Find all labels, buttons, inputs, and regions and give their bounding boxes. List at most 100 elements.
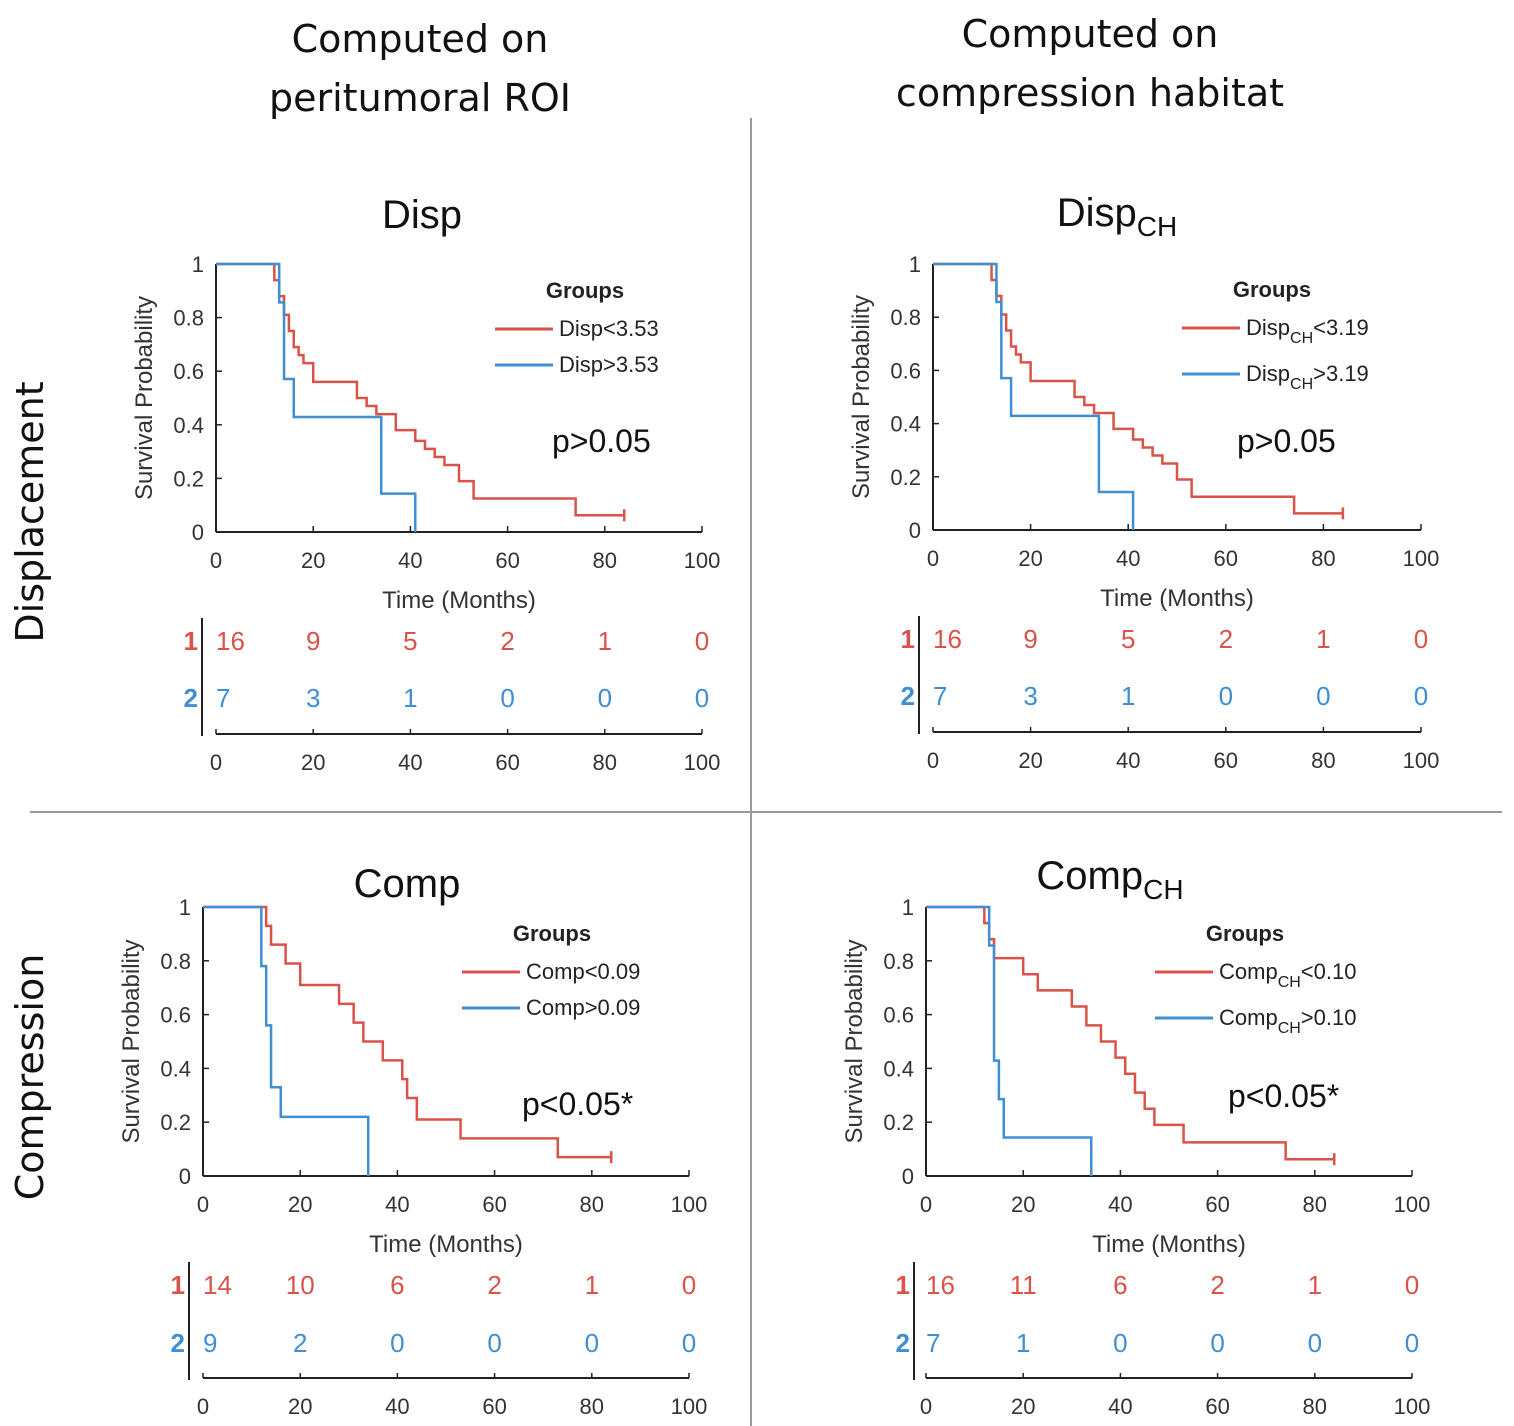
x-tick-label: 80	[1311, 546, 1335, 571]
x-axis-label: Time (Months)	[382, 587, 536, 614]
risk-count: 7	[216, 683, 230, 713]
risk-count: 1	[1016, 1328, 1030, 1358]
legend-label-subscript: CH	[1290, 376, 1313, 393]
y-axis-label: Survival Probability	[118, 939, 145, 1143]
y-tick-label: 0.2	[883, 1110, 914, 1135]
risk-row-label-2: 2	[901, 681, 915, 711]
risk-axis-tick-label: 20	[1011, 1394, 1035, 1419]
risk-axis-tick-label: 20	[1018, 748, 1042, 773]
p-value-annotation: p<0.05*	[1228, 1078, 1339, 1114]
y-tick-label: 0.6	[890, 358, 921, 383]
risk-count: 0	[1308, 1328, 1322, 1358]
chart-title: Disp	[382, 193, 462, 237]
risk-row-label-1: 1	[171, 1270, 185, 1300]
risk-axis-tick-label: 80	[593, 750, 617, 775]
risk-count: 7	[933, 681, 947, 711]
legend-label-base: Disp	[559, 316, 603, 341]
risk-count: 5	[1121, 624, 1135, 654]
risk-count: 0	[1414, 624, 1428, 654]
risk-count: 2	[500, 626, 514, 656]
risk-axis-tick-label: 0	[210, 750, 222, 775]
x-tick-label: 60	[1214, 546, 1238, 571]
legend-label-threshold: >3.19	[1313, 361, 1369, 386]
risk-count: 16	[216, 626, 245, 656]
risk-count: 0	[487, 1328, 501, 1358]
risk-count: 0	[695, 626, 709, 656]
risk-count: 0	[598, 683, 612, 713]
vertical-divider	[750, 118, 752, 1426]
y-axis-label: Survival Probability	[848, 295, 875, 499]
legend-label-subscript: CH	[1290, 330, 1313, 347]
column-title-compression-habitat: Computed on compression habitat	[840, 5, 1340, 123]
legend-label-threshold: <0.09	[585, 959, 641, 984]
legend-label-group-2: CompCH>0.10	[1219, 1005, 1356, 1037]
legend-label-group-1: CompCH<0.10	[1219, 959, 1356, 991]
chart-title: CompCH	[1036, 854, 1183, 905]
risk-axis-tick-label: 40	[1116, 748, 1140, 773]
km-curve-group-2	[926, 905, 1093, 1176]
risk-axis-tick-label: 40	[385, 1394, 409, 1419]
risk-count: 3	[1023, 681, 1037, 711]
legend-label-threshold: >3.53	[603, 352, 659, 377]
risk-count: 6	[390, 1270, 404, 1300]
risk-count: 0	[500, 683, 514, 713]
x-tick-label: 80	[1303, 1192, 1327, 1217]
risk-count: 1	[1308, 1270, 1322, 1300]
chart-title-main: Disp	[382, 193, 462, 237]
legend-label-group-1: Comp<0.09	[526, 959, 640, 984]
risk-axis-tick-label: 40	[398, 750, 422, 775]
x-tick-label: 40	[1116, 546, 1140, 571]
x-axis-label: Time (Months)	[1092, 1231, 1246, 1258]
legend-label-group-2: DispCH>3.19	[1246, 361, 1369, 393]
chart-title-main: Disp	[1057, 191, 1137, 235]
column-title-line2: peritumoral ROI	[269, 75, 571, 120]
risk-axis-tick-label: 60	[1205, 1394, 1229, 1419]
risk-count: 9	[306, 626, 320, 656]
chart-title: DispCH	[1057, 191, 1177, 242]
risk-count: 14	[203, 1270, 232, 1300]
x-tick-label: 80	[580, 1192, 604, 1217]
risk-count: 0	[682, 1328, 696, 1358]
risk-count: 0	[1414, 681, 1428, 711]
y-tick-label: 0.8	[883, 949, 914, 974]
legend-title: Groups	[1233, 277, 1311, 302]
chart-title-subscript: CH	[1137, 211, 1177, 242]
x-tick-label: 40	[1108, 1192, 1132, 1217]
x-axis-label: Time (Months)	[1100, 585, 1254, 612]
x-tick-label: 60	[1205, 1192, 1229, 1217]
km-curve-group-2	[216, 262, 417, 532]
risk-count: 2	[293, 1328, 307, 1358]
risk-count: 3	[306, 683, 320, 713]
y-tick-label: 0.4	[173, 413, 204, 438]
risk-row-label-2: 2	[896, 1328, 910, 1358]
p-value-annotation: p>0.05	[1237, 423, 1336, 459]
x-tick-label: 100	[1403, 546, 1440, 571]
y-tick-label: 1	[179, 895, 191, 920]
y-tick-label: 0	[909, 518, 921, 543]
x-tick-label: 0	[197, 1192, 209, 1217]
x-tick-label: 80	[593, 548, 617, 573]
y-tick-label: 0.4	[883, 1056, 914, 1081]
legend-label-base: Disp	[1246, 361, 1290, 386]
km-curve-group-2	[933, 262, 1135, 530]
x-tick-label: 100	[1394, 1192, 1431, 1217]
risk-count: 0	[1316, 681, 1330, 711]
risk-axis-tick-label: 0	[920, 1394, 932, 1419]
risk-count: 10	[286, 1270, 315, 1300]
risk-axis-tick-label: 60	[482, 1394, 506, 1419]
y-tick-label: 0.8	[160, 949, 191, 974]
risk-count: 5	[403, 626, 417, 656]
x-tick-label: 60	[482, 1192, 506, 1217]
y-tick-label: 1	[909, 252, 921, 277]
column-title-line2: compression habitat	[895, 70, 1285, 115]
risk-axis-tick-label: 40	[1108, 1394, 1132, 1419]
risk-count: 0	[1405, 1270, 1419, 1300]
legend-label-base: Comp	[526, 959, 585, 984]
x-tick-label: 40	[385, 1192, 409, 1217]
legend-label-threshold: >0.10	[1301, 1005, 1357, 1030]
risk-axis-tick-label: 100	[684, 750, 721, 775]
risk-count: 1	[585, 1270, 599, 1300]
y-tick-label: 0.8	[890, 305, 921, 330]
y-tick-label: 0	[902, 1164, 914, 1189]
